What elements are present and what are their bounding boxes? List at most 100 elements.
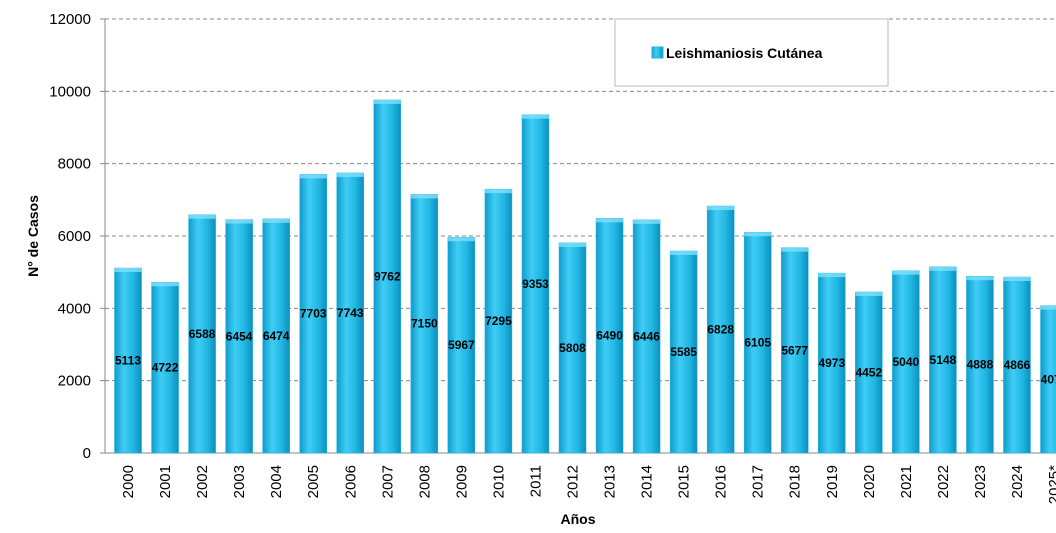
x-tick-label: 2016 <box>713 465 730 498</box>
y-axis-title: N° de Casos <box>25 195 41 277</box>
legend-label: Leishmaniosis Cutánea <box>666 45 823 61</box>
x-tick-label: 2000 <box>120 465 137 498</box>
bar <box>780 247 809 454</box>
bar-cap <box>114 268 142 273</box>
bar-cap <box>892 270 920 275</box>
bar <box>373 99 402 454</box>
value-label: 6454 <box>226 329 253 343</box>
y-tick-label: 6000 <box>58 228 91 245</box>
value-label: 4452 <box>855 365 882 379</box>
value-label: 9353 <box>522 277 549 291</box>
x-tick-label: 2009 <box>453 465 470 498</box>
value-label: 6490 <box>596 329 623 343</box>
value-label: 6588 <box>189 327 216 341</box>
x-tick-label: 2023 <box>972 465 989 498</box>
bar-cap <box>299 174 327 179</box>
bar <box>484 188 513 454</box>
value-label: 4973 <box>818 356 845 370</box>
x-tick-label: 2022 <box>935 465 952 498</box>
y-tick-label: 2000 <box>58 373 91 390</box>
bar <box>966 275 994 454</box>
bar <box>929 266 957 454</box>
x-tick-label: 2025* <box>1046 465 1056 504</box>
x-axis-title: Años <box>561 511 596 527</box>
bar <box>669 250 698 454</box>
bar-cap <box>225 219 253 224</box>
bar <box>818 272 846 454</box>
value-label: 5808 <box>559 341 586 355</box>
x-tick-label: 2007 <box>379 465 396 498</box>
y-tick-label: 4000 <box>58 300 91 317</box>
bar-cap <box>744 232 772 237</box>
bar <box>410 194 439 454</box>
y-tick-label: 10000 <box>49 83 91 100</box>
value-label: 7743 <box>337 306 364 320</box>
bar <box>151 281 179 454</box>
bar-cap <box>521 114 549 119</box>
bar-cap <box>1003 277 1031 282</box>
legend-swatch <box>651 46 664 59</box>
bar <box>262 218 290 454</box>
bar-cap <box>670 251 698 256</box>
value-label: 4866 <box>1004 358 1031 372</box>
y-tick-label: 12000 <box>49 11 91 28</box>
x-tick-label: 2002 <box>194 465 211 498</box>
bar-cap <box>373 99 401 104</box>
x-tick-label: 2001 <box>157 465 174 498</box>
x-tick-label: 2024 <box>1009 465 1026 498</box>
bar <box>188 214 216 454</box>
bar-cap <box>781 247 809 252</box>
value-label: 5148 <box>930 353 957 367</box>
bar-cap <box>707 206 735 211</box>
bar-cap <box>188 214 216 219</box>
x-tick-label: 2014 <box>639 465 656 498</box>
value-label: 5967 <box>448 338 475 352</box>
value-label: 9762 <box>374 269 401 283</box>
bar-cap <box>855 291 883 296</box>
value-label: 5677 <box>781 343 808 357</box>
bar <box>225 219 253 454</box>
bar <box>892 270 920 454</box>
bar-cap <box>151 282 179 287</box>
bar-cap <box>410 194 438 199</box>
value-label: 4722 <box>152 361 179 375</box>
value-label: 6474 <box>263 329 290 343</box>
x-tick-label: 2008 <box>416 465 433 498</box>
value-label: 5585 <box>670 345 697 359</box>
value-label: 5040 <box>893 355 920 369</box>
bar-cap <box>818 273 846 278</box>
x-tick-label: 2017 <box>750 465 767 498</box>
x-tick-label: 2004 <box>268 465 285 498</box>
bar-cap <box>633 219 661 224</box>
bar <box>632 219 661 454</box>
bar <box>447 236 476 454</box>
bar <box>114 267 142 454</box>
value-label: 7295 <box>485 314 512 328</box>
x-tick-label: 2015 <box>676 465 693 498</box>
bar-cap <box>262 218 290 223</box>
value-label: 6446 <box>633 329 660 343</box>
x-tick-label: 2011 <box>527 465 544 497</box>
bar <box>299 174 327 454</box>
x-tick-label: 2018 <box>787 465 804 498</box>
bar-cap <box>929 266 957 271</box>
x-tick-label: 2005 <box>305 465 322 498</box>
y-tick-label: 0 <box>83 445 91 462</box>
value-label: 6828 <box>707 323 734 337</box>
bar-cap <box>336 172 364 177</box>
x-tick-label: 2006 <box>342 465 359 498</box>
bar-cap <box>484 189 512 194</box>
y-tick-label: 8000 <box>58 156 91 173</box>
bar <box>855 291 883 454</box>
bar <box>558 242 587 454</box>
x-tick-label: 2013 <box>602 465 619 498</box>
bar <box>521 114 550 454</box>
x-tick-label: 2012 <box>565 465 582 498</box>
bar <box>336 172 365 454</box>
bar-cap <box>447 237 475 242</box>
bar-cap <box>1040 305 1056 310</box>
value-label: 7150 <box>411 317 438 331</box>
bar-cap <box>966 276 994 281</box>
x-tick-label: 2019 <box>824 465 841 498</box>
